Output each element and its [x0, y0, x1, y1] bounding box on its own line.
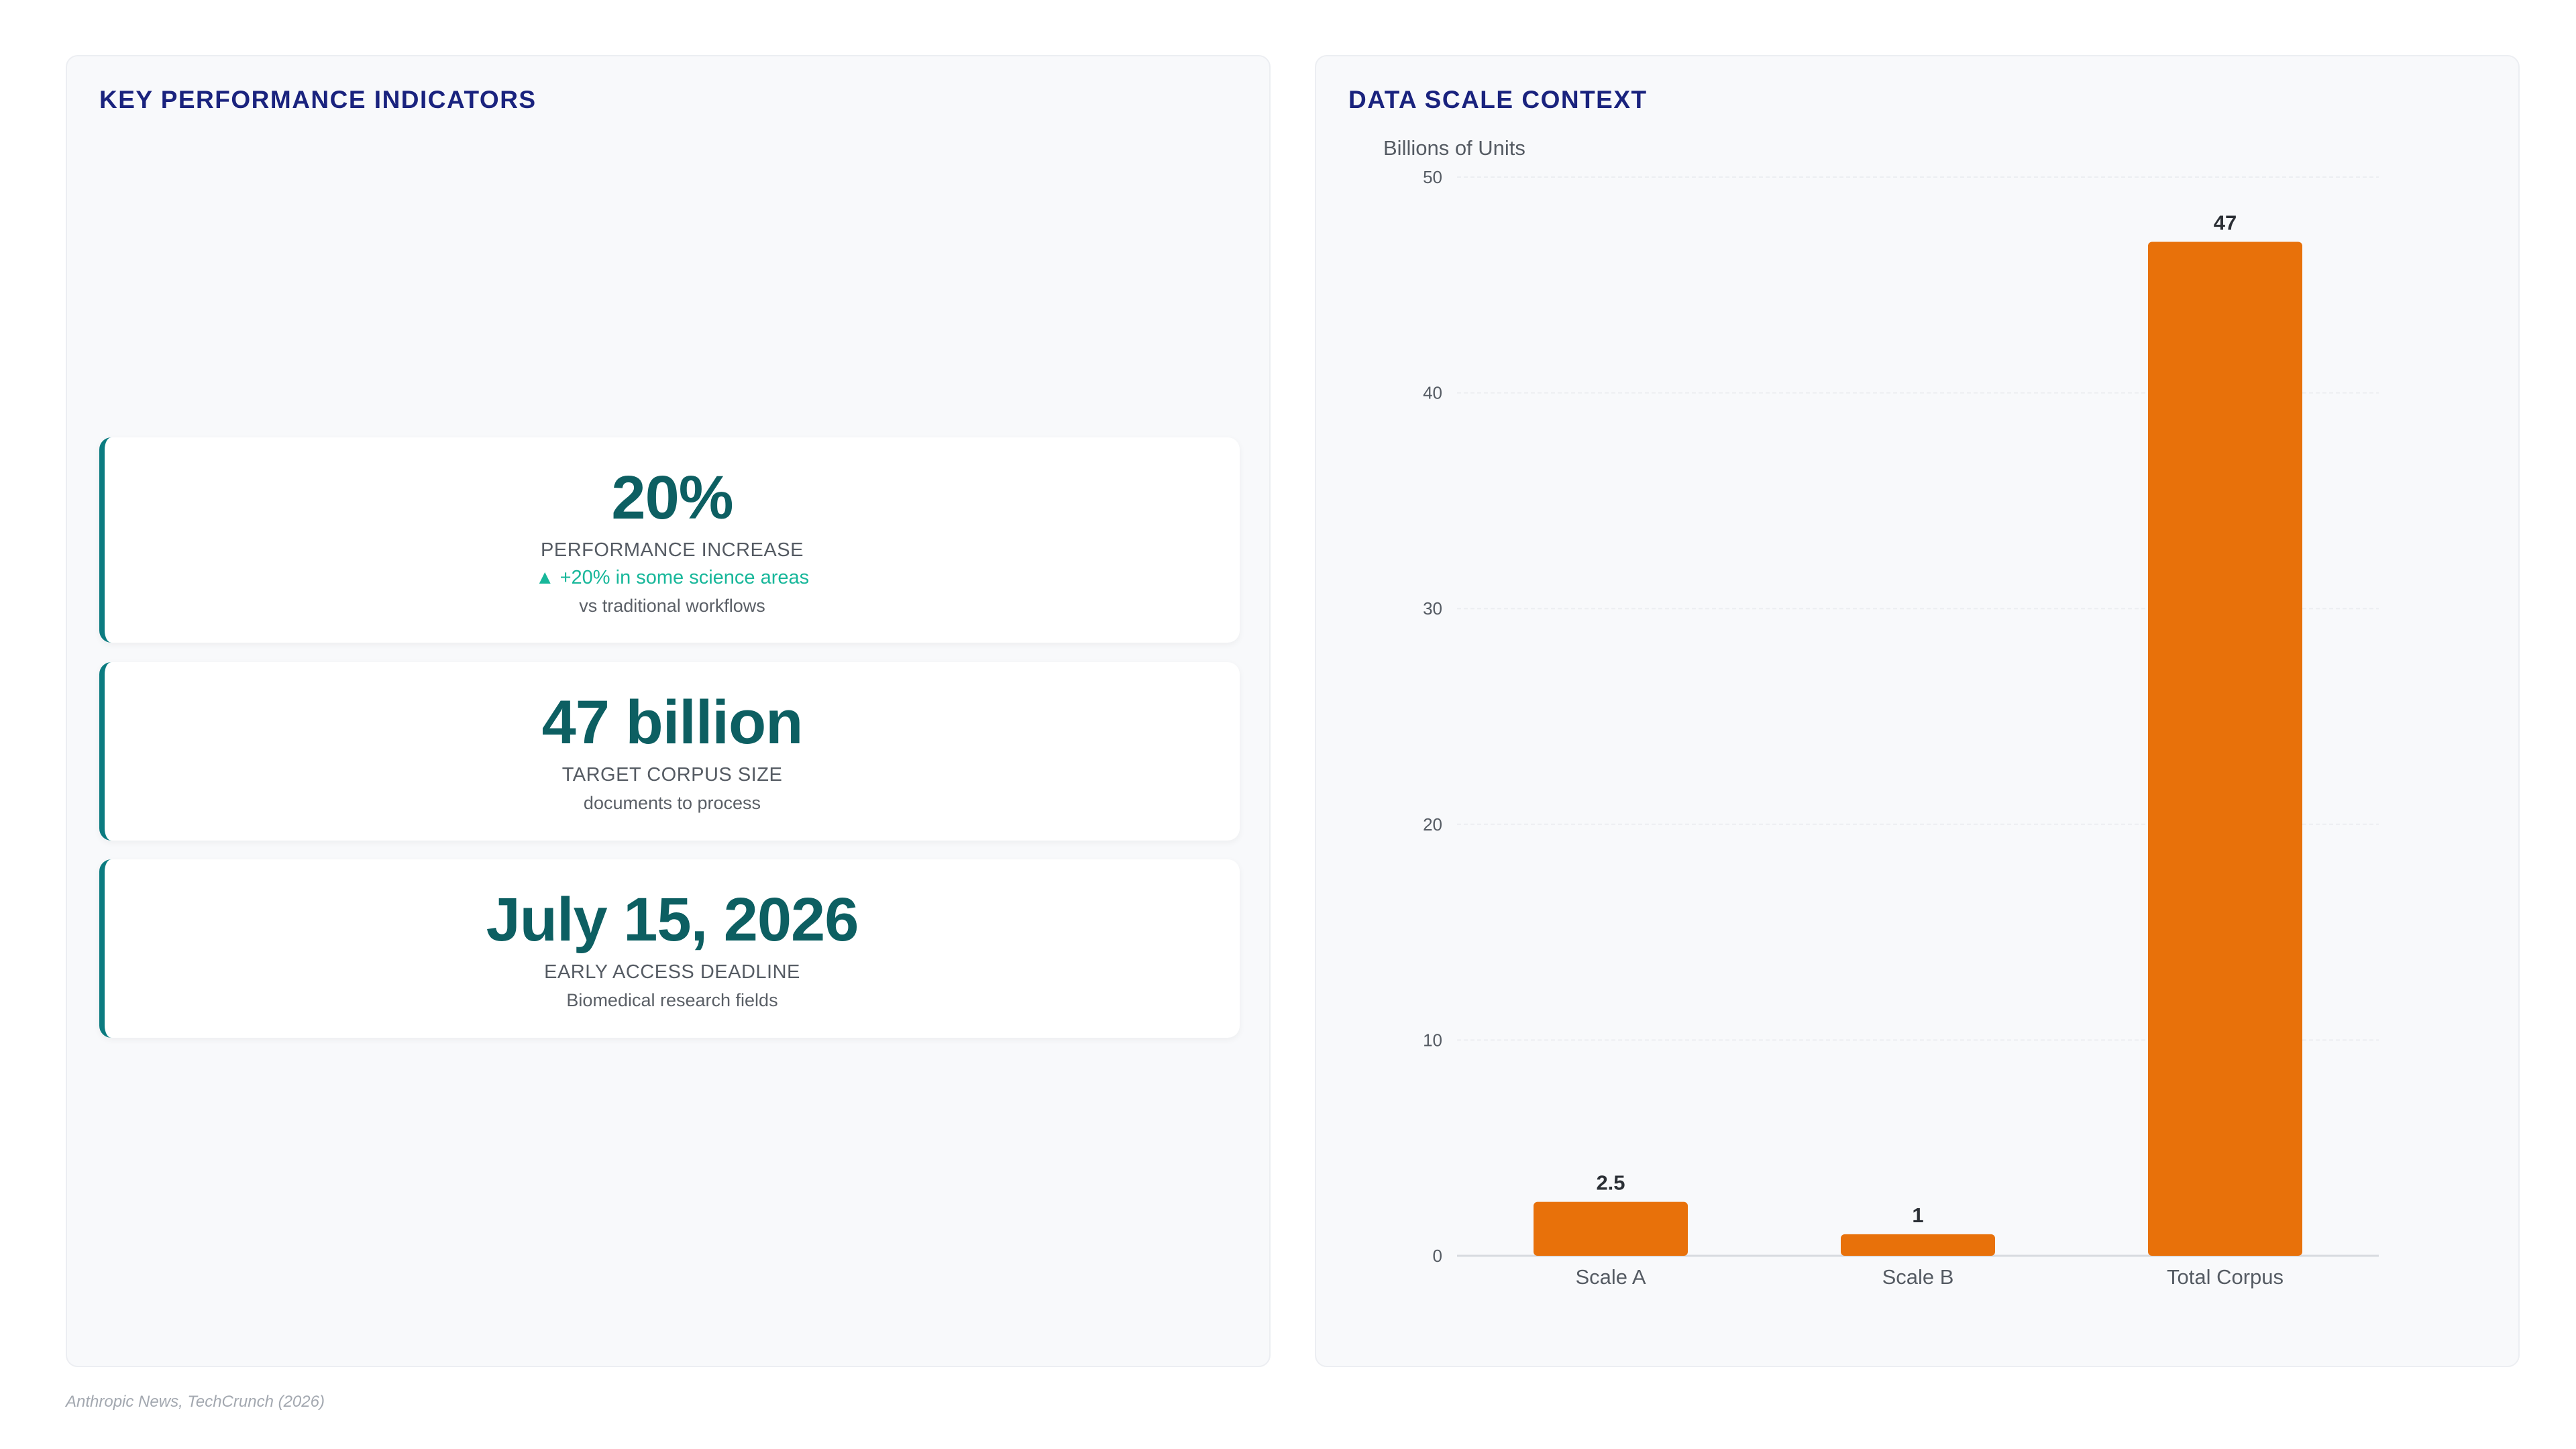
x-category-label: Scale B: [1882, 1265, 1954, 1289]
kpi-card-performance: 20% PERFORMANCE INCREASE ▲ +20% in some …: [99, 437, 1240, 643]
x-category-label: Total Corpus: [2167, 1265, 2284, 1289]
bar-scale-a: [1534, 1201, 1688, 1256]
kpi-delta: ▲ +20% in some science areas: [535, 567, 810, 588]
y-tick-label: 40: [1423, 383, 1442, 403]
kpi-note: vs traditional workflows: [579, 596, 765, 616]
kpi-value: July 15, 2026: [486, 885, 859, 954]
data-label: 1: [1912, 1203, 1923, 1227]
y-axis-ticks: 0 10 20 30 40 50: [1423, 167, 1442, 1266]
y-tick-label: 10: [1423, 1030, 1442, 1050]
kpi-value: 47 billion: [541, 688, 804, 757]
kpi-label: TARGET CORPUS SIZE: [561, 764, 783, 786]
source-note: Anthropic News, TechCrunch (2026): [66, 1393, 325, 1411]
data-label: 2.5: [1596, 1171, 1625, 1195]
x-axis-labels: Scale A Scale B Total Corpus: [1575, 1265, 2284, 1289]
y-tick-label: 30: [1423, 598, 1442, 619]
chart-panel: DATA SCALE CONTEXT Billions of Units 0 10…: [1315, 55, 2520, 1367]
kpi-label: EARLY ACCESS DEADLINE: [544, 961, 800, 983]
y-tick-label: 50: [1423, 167, 1442, 187]
bar-scale-b: [1841, 1234, 1995, 1256]
kpi-card-deadline: July 15, 2026 EARLY ACCESS DEADLINE Biom…: [99, 859, 1240, 1038]
kpi-panel: KEY PERFORMANCE INDICATORS 20% PERFORMAN…: [66, 55, 1271, 1367]
chart-panel-title: DATA SCALE CONTEXT: [1348, 86, 1648, 113]
y-axis-title: Billions of Units: [1383, 136, 1525, 160]
kpi-card-corpus: 47 billion TARGET CORPUS SIZE documents …: [99, 662, 1240, 841]
data-labels: 2.5 1 47: [1596, 211, 2237, 1226]
data-label: 47: [2214, 211, 2237, 234]
kpi-note: Biomedical research fields: [566, 990, 778, 1010]
y-tick-label: 20: [1423, 814, 1442, 835]
bar-total-corpus: [2148, 241, 2302, 1256]
x-category-label: Scale A: [1575, 1265, 1646, 1289]
kpi-note: documents to process: [583, 793, 761, 813]
kpi-panel-title: KEY PERFORMANCE INDICATORS: [99, 86, 537, 113]
bar-chart: Billions of Units 0 10 20 30 40 50 2.5 1 47 Sca…: [1383, 136, 2379, 1289]
kpi-label: PERFORMANCE INCREASE: [541, 539, 804, 561]
bars: [1534, 241, 2302, 1256]
y-tick-label: 0: [1433, 1246, 1442, 1266]
kpi-value: 20%: [611, 464, 733, 532]
